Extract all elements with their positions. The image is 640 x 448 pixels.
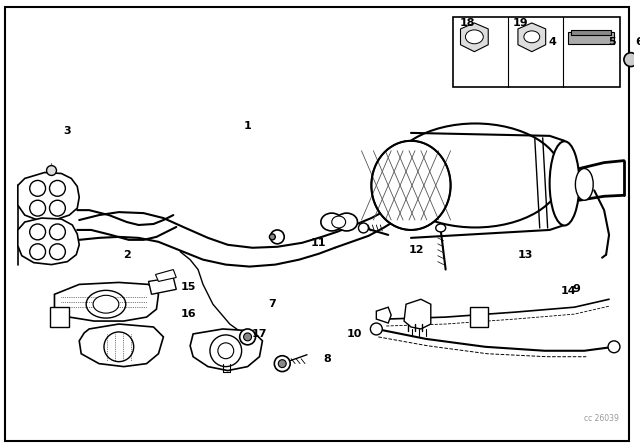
Circle shape: [278, 360, 286, 368]
Polygon shape: [79, 324, 163, 366]
Circle shape: [239, 329, 255, 345]
Circle shape: [29, 200, 45, 216]
Polygon shape: [461, 23, 488, 52]
Ellipse shape: [524, 31, 540, 43]
Bar: [470, 307, 488, 327]
Circle shape: [49, 244, 65, 260]
Polygon shape: [148, 277, 176, 294]
Circle shape: [29, 181, 45, 196]
Polygon shape: [404, 299, 431, 329]
Ellipse shape: [86, 290, 126, 318]
Circle shape: [244, 333, 252, 341]
Circle shape: [371, 323, 382, 335]
Text: 10: 10: [347, 329, 362, 339]
Polygon shape: [376, 307, 391, 323]
Polygon shape: [190, 329, 262, 370]
Circle shape: [49, 200, 65, 216]
Text: 11: 11: [311, 238, 326, 248]
Text: 13: 13: [517, 250, 532, 260]
Ellipse shape: [321, 213, 342, 231]
Text: 3: 3: [63, 126, 71, 136]
Text: 2: 2: [123, 250, 131, 260]
Ellipse shape: [332, 216, 346, 228]
Circle shape: [270, 230, 284, 244]
Ellipse shape: [336, 213, 358, 231]
Circle shape: [358, 223, 369, 233]
Text: 14: 14: [561, 286, 576, 296]
Bar: [572, 30, 611, 35]
Circle shape: [29, 224, 45, 240]
Circle shape: [210, 335, 242, 366]
Polygon shape: [156, 270, 176, 281]
Text: 7: 7: [268, 299, 276, 309]
Text: 1: 1: [244, 121, 252, 131]
Circle shape: [47, 166, 56, 176]
Text: 18: 18: [460, 18, 475, 28]
Text: 19: 19: [513, 18, 529, 28]
Circle shape: [218, 343, 234, 359]
Circle shape: [104, 332, 134, 362]
Circle shape: [608, 341, 620, 353]
Ellipse shape: [550, 141, 579, 225]
Circle shape: [624, 53, 638, 67]
Circle shape: [269, 234, 275, 240]
Text: 12: 12: [408, 245, 424, 255]
Circle shape: [547, 52, 559, 64]
Text: 17: 17: [252, 329, 268, 339]
Text: 15: 15: [180, 282, 196, 293]
Text: 4: 4: [548, 37, 557, 47]
Ellipse shape: [93, 295, 119, 313]
Polygon shape: [18, 218, 79, 265]
Ellipse shape: [436, 224, 445, 232]
Text: 9: 9: [572, 284, 580, 294]
Polygon shape: [518, 23, 546, 52]
Polygon shape: [18, 172, 79, 220]
Circle shape: [49, 224, 65, 240]
Ellipse shape: [465, 30, 483, 44]
Circle shape: [573, 65, 581, 73]
Polygon shape: [54, 282, 159, 321]
Polygon shape: [49, 307, 69, 327]
Circle shape: [605, 54, 617, 65]
Circle shape: [608, 56, 614, 63]
Bar: [452, 17, 620, 87]
Text: 5: 5: [608, 37, 616, 47]
Circle shape: [29, 244, 45, 260]
Circle shape: [275, 356, 290, 371]
Circle shape: [49, 181, 65, 196]
Ellipse shape: [575, 168, 593, 200]
Ellipse shape: [388, 124, 562, 228]
Text: cc 26039: cc 26039: [584, 414, 619, 423]
Bar: [568, 32, 614, 44]
Text: 16: 16: [180, 309, 196, 319]
Ellipse shape: [371, 141, 451, 230]
Text: 8: 8: [323, 353, 331, 364]
Text: 6: 6: [635, 37, 640, 47]
